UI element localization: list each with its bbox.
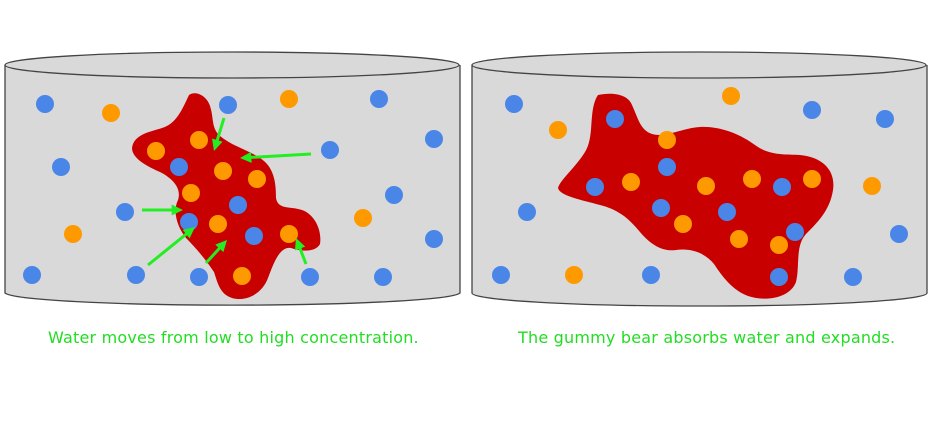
water-molecule	[586, 178, 604, 196]
solute-molecule	[248, 170, 266, 188]
water-molecule	[385, 186, 403, 204]
water-molecule	[370, 90, 388, 108]
left-molecules	[23, 90, 443, 286]
water-flow-arrow	[212, 117, 226, 151]
water-molecule	[803, 101, 821, 119]
solute-molecule	[64, 225, 82, 243]
water-molecule	[36, 95, 54, 113]
water-molecule	[425, 130, 443, 148]
solute-molecule	[622, 173, 640, 191]
water-flow-arrow	[147, 227, 195, 267]
water-molecule	[770, 268, 788, 286]
solute-molecule	[770, 236, 788, 254]
water-molecule	[890, 225, 908, 243]
solute-molecule	[233, 267, 251, 285]
water-molecule	[321, 141, 339, 159]
left-caption: Water moves from low to high concentrati…	[48, 328, 419, 347]
water-molecule	[492, 266, 510, 284]
water-molecule	[658, 158, 676, 176]
solute-molecule	[190, 131, 208, 149]
water-flow-arrow	[142, 204, 183, 216]
right-panel	[471, 51, 928, 307]
water-molecule	[219, 96, 237, 114]
water-molecule	[116, 203, 134, 221]
solute-molecule	[280, 90, 298, 108]
water-flow-arrow	[294, 238, 308, 265]
water-molecule	[642, 266, 660, 284]
water-molecule	[245, 227, 263, 245]
water-molecule	[773, 178, 791, 196]
solute-molecule	[354, 209, 372, 227]
solute-molecule	[182, 184, 200, 202]
water-molecule	[652, 199, 670, 217]
water-molecule	[876, 110, 894, 128]
water-molecule	[170, 158, 188, 176]
solute-molecule	[863, 177, 881, 195]
water-flow-arrow	[204, 240, 227, 265]
water-molecule	[52, 158, 70, 176]
water-molecule	[229, 196, 247, 214]
water-molecule	[606, 110, 624, 128]
solute-molecule	[565, 266, 583, 284]
water-molecule	[518, 203, 536, 221]
solute-molecule	[209, 215, 227, 233]
water-molecule	[425, 230, 443, 248]
left-container-rim	[4, 51, 460, 79]
solute-molecule	[280, 225, 298, 243]
water-molecule	[180, 213, 198, 231]
solute-molecule	[549, 121, 567, 139]
water-molecule	[374, 268, 392, 286]
solute-molecule	[697, 177, 715, 195]
solute-molecule	[147, 142, 165, 160]
left-panel	[4, 51, 461, 306]
solute-molecule	[658, 131, 676, 149]
water-molecule	[786, 223, 804, 241]
right-caption: The gummy bear absorbs water and expands…	[518, 328, 896, 347]
water-molecule	[844, 268, 862, 286]
solute-molecule	[214, 162, 232, 180]
water-molecule	[127, 266, 145, 284]
water-molecule	[190, 268, 208, 286]
solute-molecule	[743, 170, 761, 188]
water-molecule	[718, 203, 736, 221]
gummy-bear-small	[132, 93, 321, 300]
solute-molecule	[730, 230, 748, 248]
water-flow-arrow	[240, 151, 312, 163]
water-molecule	[301, 268, 319, 286]
right-container-rim	[471, 51, 927, 79]
water-molecule	[505, 95, 523, 113]
gummy-bear-expanded	[558, 93, 834, 299]
solute-molecule	[102, 104, 120, 122]
right-molecules	[492, 87, 908, 286]
solute-molecule	[803, 170, 821, 188]
left-arrows	[142, 117, 312, 267]
solute-molecule	[674, 215, 692, 233]
water-molecule	[23, 266, 41, 284]
solute-molecule	[722, 87, 740, 105]
